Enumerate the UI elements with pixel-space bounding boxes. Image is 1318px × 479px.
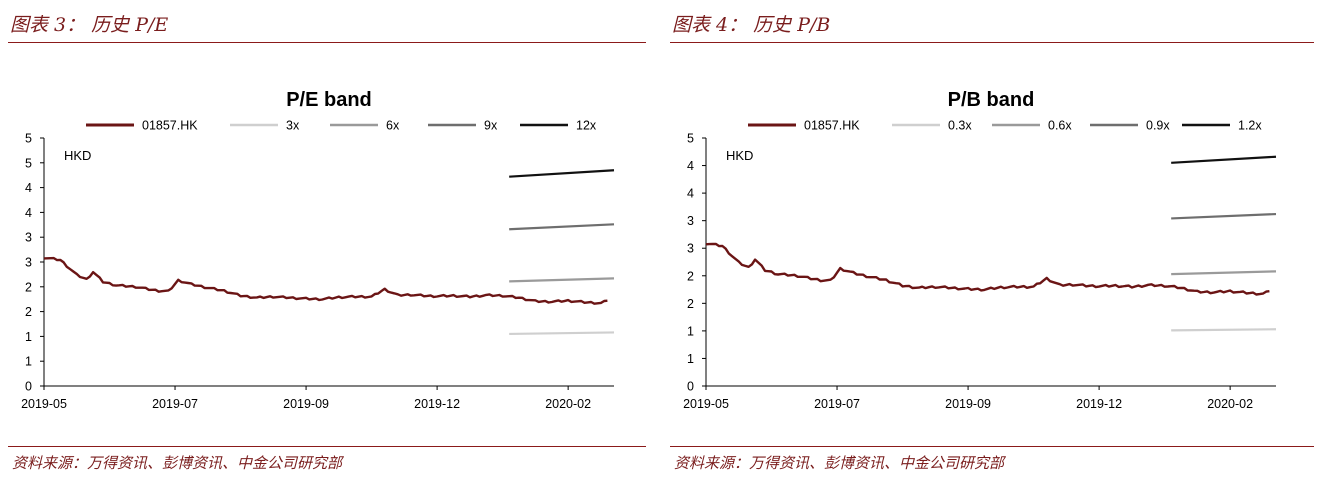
pe-panel: 图表 3： 历史 P/E P/E band 01857.HK 3x 6x 9x 12x 0 1… xyxy=(0,0,650,479)
legend-label: 0.6x xyxy=(1048,119,1072,133)
bottom-rule xyxy=(8,446,646,447)
x-tick-label: 2020-02 xyxy=(545,397,591,411)
band-line xyxy=(1171,155,1277,164)
chart-title: P/E band xyxy=(286,89,372,111)
y-tick-label: 1 xyxy=(687,352,694,366)
y-tick-label: 5 xyxy=(687,132,694,146)
legend-label: 01857.HK xyxy=(142,119,198,133)
y-tick-label: 2 xyxy=(687,269,694,283)
x-tick-label: 2019-07 xyxy=(814,397,860,411)
source-note: 资料来源：万得资讯、彭博资讯、中金公司研究部 xyxy=(12,454,343,472)
legend-label: 01857.HK xyxy=(804,119,860,133)
y-tick-label: 1 xyxy=(25,330,32,344)
band-line xyxy=(1171,328,1277,332)
pb-panel: 图表 4： 历史 P/B P/B band 01857.HK 0.3x 0.6x 0.9… xyxy=(662,0,1318,479)
y-tick-label: 4 xyxy=(25,181,32,195)
pe-band-chart: P/E band 01857.HK 3x 6x 9x 12x 0 1 1 2 2 3 3 4 4 5 5 2019… xyxy=(21,89,615,411)
y-tick-label: 3 xyxy=(687,242,694,256)
band-line xyxy=(509,277,615,283)
figure-title: 图表 4： 历史 P/B xyxy=(672,14,831,36)
y-tick-label: 4 xyxy=(687,159,694,173)
legend-label: 9x xyxy=(484,119,498,133)
price-series-line xyxy=(705,242,1270,296)
top-rule xyxy=(670,42,1314,43)
y-tick-label: 1 xyxy=(687,324,694,338)
legend-label: 0.9x xyxy=(1146,119,1170,133)
price-series-line xyxy=(43,256,608,305)
y-tick-label: 0 xyxy=(687,380,694,394)
y-tick-label: 2 xyxy=(25,305,32,319)
y-tick-label: 3 xyxy=(25,231,32,245)
x-tick-label: 2019-07 xyxy=(152,397,198,411)
pb-band-chart: P/B band 01857.HK 0.3x 0.6x 0.9x 1.2x 0 1 1 2 2 3 3 4… xyxy=(683,89,1277,411)
y-tick-label: 4 xyxy=(687,187,694,201)
x-tick-label: 2019-05 xyxy=(683,397,729,411)
band-line xyxy=(1171,212,1277,220)
x-tick-label: 2019-12 xyxy=(414,397,460,411)
legend-label: 1.2x xyxy=(1238,119,1262,133)
y-tick-label: 5 xyxy=(25,132,32,146)
legend-label: 6x xyxy=(386,119,400,133)
source-note: 资料来源：万得资讯、彭博资讯、中金公司研究部 xyxy=(674,454,1005,472)
legend-label: 0.3x xyxy=(948,119,972,133)
band-line xyxy=(509,331,615,336)
top-rule xyxy=(8,42,646,43)
chart-title: P/B band xyxy=(948,89,1035,111)
y-tick-label: 1 xyxy=(25,355,32,369)
x-tick-label: 2020-02 xyxy=(1207,397,1253,411)
bottom-rule xyxy=(670,446,1314,447)
figure-title: 图表 3： 历史 P/E xyxy=(10,14,169,36)
y-tick-label: 3 xyxy=(687,214,694,228)
x-tick-label: 2019-09 xyxy=(945,397,991,411)
x-tick-label: 2019-05 xyxy=(21,397,67,411)
x-tick-label: 2019-12 xyxy=(1076,397,1122,411)
y-tick-label: 0 xyxy=(25,380,32,394)
legend-label: 12x xyxy=(576,119,597,133)
legend-label: 3x xyxy=(286,119,300,133)
y-tick-label: 2 xyxy=(687,297,694,311)
x-tick-label: 2019-09 xyxy=(283,397,329,411)
y-tick-label: 5 xyxy=(25,156,32,170)
y-tick-label: 2 xyxy=(25,280,32,294)
unit-label: HKD xyxy=(64,148,91,163)
band-line xyxy=(1171,270,1277,276)
y-tick-label: 4 xyxy=(25,206,32,220)
band-line xyxy=(509,169,615,178)
unit-label: HKD xyxy=(726,148,753,163)
y-tick-label: 3 xyxy=(25,256,32,270)
band-line xyxy=(509,223,615,231)
